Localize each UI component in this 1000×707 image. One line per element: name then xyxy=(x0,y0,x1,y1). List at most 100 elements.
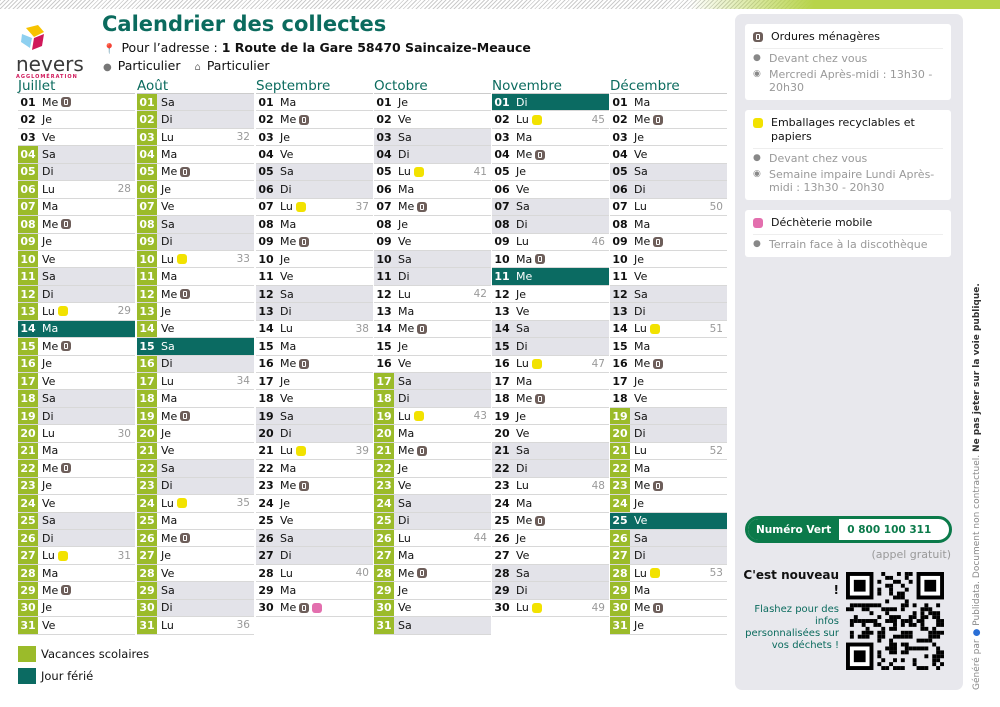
day-row: 07 Lu 37 xyxy=(256,198,373,217)
weekday: Ma xyxy=(280,461,297,475)
day-row: 23 Lu 48 xyxy=(492,477,609,496)
weekday: Me xyxy=(634,601,651,615)
day-row: 16 Me xyxy=(256,355,373,373)
day-row: 28 Ma xyxy=(18,564,135,583)
week-number: 32 xyxy=(236,131,250,144)
day-number: 22 xyxy=(610,460,630,477)
day-number: 28 xyxy=(137,564,157,582)
weekday: Sa xyxy=(280,165,294,179)
day-row: 24 Ve xyxy=(18,495,135,513)
day-row: 01 Sa xyxy=(137,94,254,112)
day-row: 22 Sa xyxy=(137,460,254,478)
day-number: 01 xyxy=(137,94,157,111)
day-number: 01 xyxy=(612,95,628,109)
week-number: 31 xyxy=(117,549,131,562)
phone-badge[interactable]: Numéro Vert 0 800 100 311 xyxy=(745,516,952,543)
weekday: Ma xyxy=(161,392,178,406)
ordures-icon xyxy=(61,219,72,230)
weekday: Sa xyxy=(42,514,56,528)
day-row: 17 Je xyxy=(610,373,727,391)
month-name: Octobre xyxy=(374,78,491,94)
day-row: 13 Je xyxy=(137,303,254,321)
day-number: 28 xyxy=(258,566,274,580)
weekday: Me xyxy=(42,95,59,109)
day-row: 09 Je xyxy=(18,233,135,251)
day-row: 18 Sa xyxy=(18,390,135,408)
weekday: Je xyxy=(42,113,53,127)
location-pin-icon: ● xyxy=(753,53,761,63)
weekday: Je xyxy=(516,287,527,301)
day-row: 30 Me xyxy=(256,599,373,618)
month-1: Août 01 Sa 02 Di 03 Lu 32 04 Ma 05 Me 06 Je 07 Ve 08 Sa 09… xyxy=(137,78,254,635)
legend-label: Jour férié xyxy=(41,669,94,683)
legend: Vacances scolaires Jour férié xyxy=(18,646,149,690)
day-number: 29 xyxy=(18,582,38,599)
day-row: 28 Ve xyxy=(137,564,254,583)
weekday: Lu xyxy=(42,304,55,318)
phone-label: Numéro Vert xyxy=(748,519,840,540)
weekday: Sa xyxy=(516,566,530,580)
day-number: 26 xyxy=(258,531,274,545)
day-number: 08 xyxy=(376,217,392,231)
week-number: 50 xyxy=(709,200,723,213)
location-pin-icon: ● xyxy=(753,153,761,163)
publidata-logo-icon: ● xyxy=(972,628,982,637)
day-number: 12 xyxy=(258,287,274,301)
day-row: 20 Je xyxy=(137,425,254,443)
weekday: Lu xyxy=(516,601,529,615)
day-number: 29 xyxy=(610,582,630,599)
weekday: Ma xyxy=(516,374,533,388)
weekday: Sa xyxy=(161,583,175,597)
day-row: 14 Lu 38 xyxy=(256,320,373,339)
day-row: 14 Ma xyxy=(18,320,135,339)
emballages-icon xyxy=(57,550,68,561)
day-row: 11 Me xyxy=(492,268,609,286)
weekday: Lu xyxy=(634,444,647,458)
weekday: Lu xyxy=(161,496,174,510)
weekday: Sa xyxy=(634,287,648,301)
weekday: Ve xyxy=(398,357,412,371)
weekday: Ma xyxy=(42,322,59,336)
weekday: Me xyxy=(398,566,415,580)
weekday: Me xyxy=(161,287,178,301)
weekday: Di xyxy=(516,217,528,231)
day-number: 17 xyxy=(18,373,38,390)
day-row: 04 Me xyxy=(492,146,609,164)
day-row: 14 Me xyxy=(374,320,491,339)
info-panel: Ordures ménagères ● Devant chez vous ◉ Mer… xyxy=(735,14,963,690)
weekday: Sa xyxy=(280,409,294,423)
legend-vacances: Vacances scolaires xyxy=(18,646,149,662)
day-row: 29 Di xyxy=(492,582,609,600)
day-row: 04 Ma xyxy=(137,146,254,164)
weekday: Je xyxy=(634,618,645,632)
day-row: 20 Di xyxy=(610,425,727,443)
week-number: 28 xyxy=(117,183,131,196)
day-row: 01 Di xyxy=(492,94,609,112)
day-row: 24 Sa xyxy=(374,495,491,513)
weekday: Sa xyxy=(42,270,56,284)
day-number: 24 xyxy=(258,496,274,510)
weekday: Ma xyxy=(42,566,59,580)
weekday: Ve xyxy=(161,322,175,336)
day-row: 23 Je xyxy=(18,477,135,496)
day-row: 05 Lu 41 xyxy=(374,163,491,182)
weekday: Di xyxy=(516,583,528,597)
weekday: Ve xyxy=(516,182,530,196)
day-number: 28 xyxy=(374,564,394,582)
day-row: 10 Je xyxy=(610,250,727,269)
weekday: Ma xyxy=(161,514,178,528)
footer-brand[interactable]: Publidata. xyxy=(972,580,982,626)
day-row: 30 Me xyxy=(610,599,727,618)
phone-number[interactable]: 0 800 100 311 xyxy=(847,523,932,536)
weekday: Lu xyxy=(516,357,529,371)
day-row: 19 Me xyxy=(137,407,254,426)
ordures-icon xyxy=(535,149,546,160)
qr-code[interactable] xyxy=(846,572,944,670)
weekday: Ma xyxy=(634,95,651,109)
day-number: 05 xyxy=(376,165,392,179)
weekday: Ve xyxy=(280,148,294,162)
emballages-icon xyxy=(649,568,660,579)
day-number: 06 xyxy=(494,182,510,196)
day-number: 16 xyxy=(137,355,157,372)
day-row: 01 Je xyxy=(374,94,491,112)
